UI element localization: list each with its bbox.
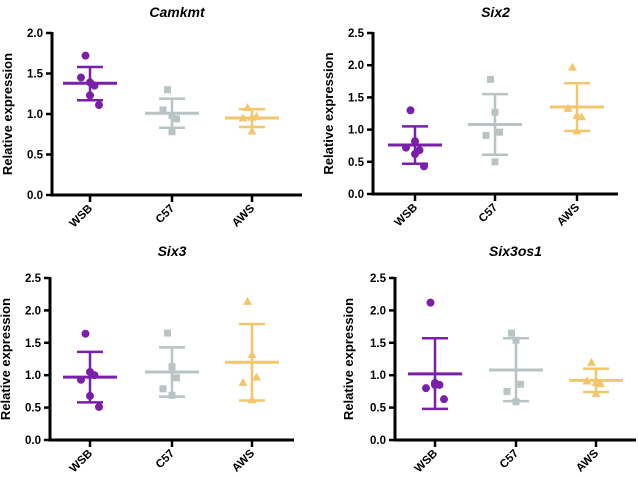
series-wsb xyxy=(63,329,117,411)
x-tick-label-c57: C57 xyxy=(154,448,177,471)
y-tick-label: 0.5 xyxy=(348,157,365,169)
data-point xyxy=(81,51,90,60)
y-tick-label: 2.0 xyxy=(25,305,41,317)
chart-title: Six2 xyxy=(481,4,510,20)
data-point xyxy=(164,86,171,94)
data-point xyxy=(247,126,257,135)
y-tick-label: 0.0 xyxy=(348,189,364,201)
y-tick-label: 1.5 xyxy=(27,69,44,81)
data-point xyxy=(159,106,167,114)
series-aws xyxy=(550,62,604,135)
data-point xyxy=(95,402,103,411)
data-point xyxy=(587,357,596,366)
data-point xyxy=(568,62,577,71)
y-tick-label: 2.5 xyxy=(348,28,365,40)
y-axis-label: Relative expression xyxy=(321,52,336,174)
series-c57 xyxy=(489,329,543,406)
data-point xyxy=(168,128,176,136)
series-aws xyxy=(225,103,279,135)
x-tick-label-wsb: WSB xyxy=(413,448,440,475)
data-point xyxy=(596,379,605,388)
x-tick-label-wsb: WSB xyxy=(393,202,420,229)
panel-six2: Six2 0.0 0.5 1.0 1.5 2.0 2.5 Relative expressio… xyxy=(321,4,618,229)
series-aws xyxy=(225,296,279,404)
data-point xyxy=(517,380,524,388)
x-tick-label-c57: C57 xyxy=(498,448,521,471)
data-point xyxy=(243,296,252,305)
y-tick-label: 2.0 xyxy=(348,60,364,72)
x-tick-label-aws: AWS xyxy=(555,201,582,228)
data-point xyxy=(577,112,586,121)
y-tick-label: 1.0 xyxy=(27,109,43,121)
x-tick-label-wsb: WSB xyxy=(68,203,95,230)
series-c57 xyxy=(468,75,522,166)
y-axis-label: Relative expression xyxy=(341,298,356,420)
series-wsb xyxy=(63,51,117,110)
y-tick-label: 1.5 xyxy=(25,338,42,350)
data-point xyxy=(440,395,448,404)
y-tick-label: 0.0 xyxy=(25,435,41,447)
data-point xyxy=(491,158,499,166)
data-point xyxy=(252,372,261,381)
data-point xyxy=(503,387,511,395)
series-aws xyxy=(569,357,623,397)
y-tick-label: 1.0 xyxy=(348,125,364,137)
x-tick-label-aws: AWS xyxy=(230,202,257,229)
series-c57 xyxy=(145,86,199,136)
series-c57 xyxy=(145,329,199,399)
y-tick-label: 0.0 xyxy=(27,190,43,202)
x-tick-label-c57: C57 xyxy=(154,203,177,226)
data-point xyxy=(95,101,103,110)
y-tick-label: 0.5 xyxy=(25,403,42,415)
data-point xyxy=(406,106,415,115)
y-axis-label: Relative expression xyxy=(0,53,15,175)
y-tick-label: 2.5 xyxy=(25,273,42,285)
data-point xyxy=(77,73,85,82)
y-tick-label: 1.5 xyxy=(370,338,387,350)
data-point xyxy=(173,374,180,382)
y-tick-label: 2.5 xyxy=(370,273,387,285)
data-point xyxy=(508,329,515,337)
panel-six3: Six3 0.0 0.5 1.0 1.5 2.0 2.5 Relative expressio… xyxy=(0,243,294,475)
data-point xyxy=(164,329,171,337)
y-tick-label: 0.5 xyxy=(27,150,44,162)
data-point xyxy=(482,131,490,139)
data-point xyxy=(422,384,430,393)
data-point xyxy=(496,128,503,136)
y-tick-label: 2.0 xyxy=(370,305,386,317)
x-tick-label-wsb: WSB xyxy=(68,448,95,475)
panel-six3os1: Six3os1 0.0 0.5 1.0 1.5 2.0 2.5 Relative expres… xyxy=(341,243,636,475)
data-point xyxy=(238,377,248,386)
x-tick-label-c57: C57 xyxy=(477,202,500,225)
data-point xyxy=(81,329,90,338)
y-tick-label: 0.5 xyxy=(370,403,387,415)
series-wsb xyxy=(408,298,462,411)
x-tick-label-aws: AWS xyxy=(230,447,257,474)
data-point xyxy=(426,298,435,307)
y-tick-label: 1.0 xyxy=(25,370,41,382)
chart-title: Six3os1 xyxy=(489,243,542,259)
y-tick-label: 1.5 xyxy=(348,92,365,104)
data-point xyxy=(487,75,494,83)
y-tick-label: 0.0 xyxy=(370,435,386,447)
panel-camkmt: Camkmt 0.0 0.5 1.0 1.5 2.0 Relative expression… xyxy=(0,4,302,230)
data-point xyxy=(173,115,180,123)
chart-title: Six3 xyxy=(158,243,187,259)
y-tick-label: 2.0 xyxy=(27,28,43,40)
chart-title: Camkmt xyxy=(149,4,206,20)
y-tick-label: 1.0 xyxy=(370,370,386,382)
x-tick-label-aws: AWS xyxy=(574,447,601,474)
series-wsb xyxy=(388,106,442,171)
y-axis-label: Relative expression xyxy=(0,298,13,420)
data-point xyxy=(159,385,167,393)
